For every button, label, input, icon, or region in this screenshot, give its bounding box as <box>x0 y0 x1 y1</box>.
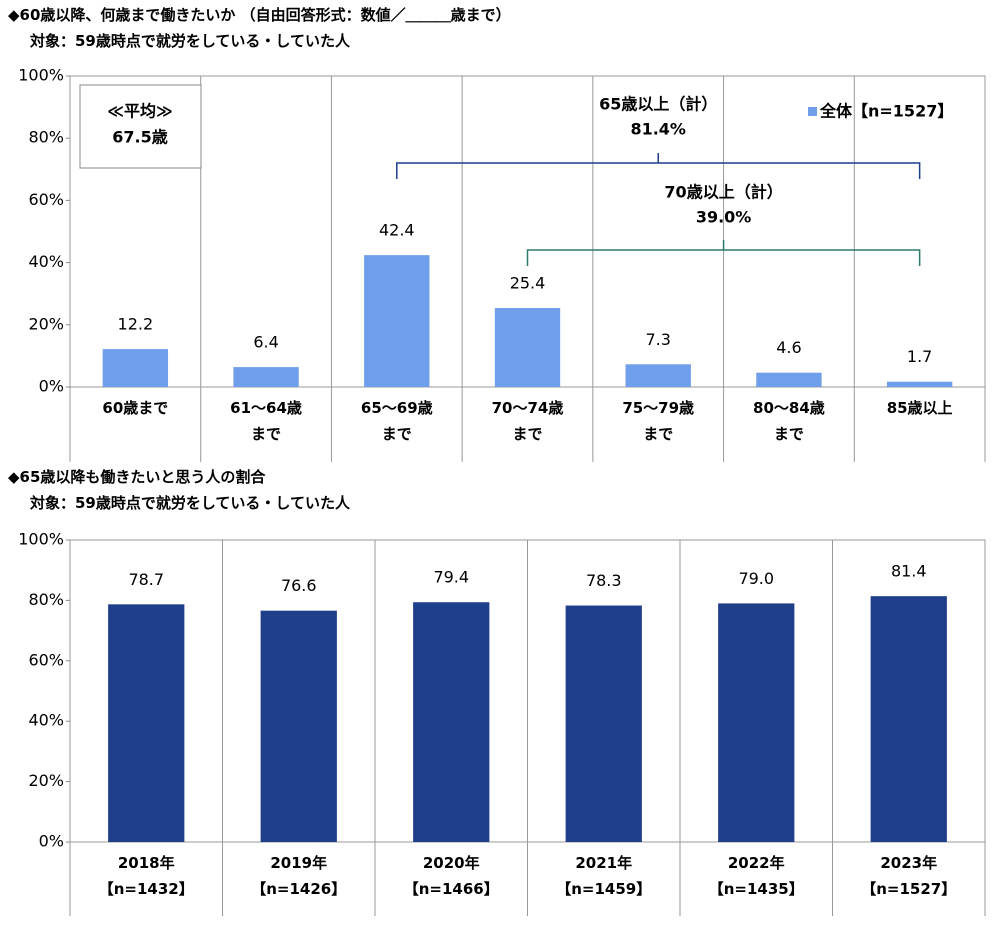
value-label: 81.4 <box>891 562 927 581</box>
y-tick-label: 80% <box>28 590 64 609</box>
y-tick-label: 60% <box>28 190 64 209</box>
bar <box>108 604 185 842</box>
bar <box>565 605 642 842</box>
y-tick-label: 40% <box>28 252 64 271</box>
x-tick-label: 2019年 【n=1426】 <box>251 854 347 898</box>
legend-swatch <box>808 107 817 116</box>
bar <box>718 603 795 842</box>
value-label: 25.4 <box>510 274 546 293</box>
chart-subtitle: 対象：59歳時点で就労をしている・していた人 <box>30 494 350 512</box>
y-tick-label: 100% <box>18 66 64 85</box>
bar <box>756 372 822 387</box>
chart-title: ◆60歳以降、何歳まで働きたいか （自由回答形式：数値／＿＿＿歳まで） <box>8 6 511 24</box>
bar <box>870 596 947 842</box>
x-tick-label: 85歳以上 <box>886 399 953 417</box>
bar <box>260 610 337 842</box>
bar <box>102 349 169 387</box>
x-tick-label: 65～69歳 まで <box>360 399 433 443</box>
legend-label: 全体【n=1527】 <box>819 102 953 121</box>
value-label: 7.3 <box>645 330 670 349</box>
x-tick-label: 60歳まで <box>102 399 169 417</box>
bar <box>233 367 299 387</box>
bar <box>364 255 430 387</box>
annotation-value: 39.0% <box>696 208 752 227</box>
x-tick-label: 2021年 【n=1459】 <box>556 854 652 898</box>
x-tick-label: 2022年 【n=1435】 <box>708 854 804 898</box>
bar <box>413 602 490 842</box>
bracket <box>526 240 921 266</box>
bracket <box>396 153 921 179</box>
y-tick-label: 40% <box>28 711 64 730</box>
value-label: 6.4 <box>253 333 278 352</box>
average-value: 67.5歳 <box>112 128 167 147</box>
value-label: 76.6 <box>281 576 317 595</box>
x-tick-label: 75～79歳 まで <box>622 399 695 443</box>
x-tick-label: 80～84歳 まで <box>753 399 825 443</box>
annotation-label: 70歳以上（計） <box>664 183 782 202</box>
value-label: 79.4 <box>433 568 469 587</box>
bar <box>625 364 691 387</box>
y-tick-label: 60% <box>28 650 64 669</box>
x-tick-label: 2023年 【n=1527】 <box>861 854 957 898</box>
x-tick-label: 70～74歳 まで <box>491 399 564 443</box>
bar <box>886 381 953 387</box>
average-label: ≪平均≫ <box>107 102 173 121</box>
y-tick-label: 0% <box>39 377 64 396</box>
value-label: 12.2 <box>118 315 154 334</box>
bar <box>494 308 561 387</box>
value-label: 1.7 <box>907 347 932 366</box>
y-tick-label: 80% <box>28 128 64 147</box>
value-label: 78.3 <box>586 571 622 590</box>
annotation-label: 65歳以上（計） <box>599 95 717 114</box>
value-label: 79.0 <box>738 569 774 588</box>
value-label: 78.7 <box>128 570 164 589</box>
chart-title: ◆65歳以降も働きたいと思う人の割合 <box>8 468 266 486</box>
value-label: 42.4 <box>379 221 415 240</box>
value-label: 4.6 <box>776 338 801 357</box>
y-tick-label: 0% <box>39 832 64 851</box>
x-tick-label: 2020年 【n=1466】 <box>403 854 499 898</box>
x-tick-label: 2018年 【n=1432】 <box>98 854 194 898</box>
x-tick-label: 61～64歳 まで <box>230 399 302 443</box>
y-tick-label: 100% <box>18 530 64 549</box>
annotation-value: 81.4% <box>630 120 686 139</box>
chart-subtitle: 対象：59歳時点で就労をしている・していた人 <box>30 32 350 50</box>
average-box <box>79 84 202 169</box>
y-tick-label: 20% <box>28 314 64 333</box>
y-tick-label: 20% <box>28 771 64 790</box>
